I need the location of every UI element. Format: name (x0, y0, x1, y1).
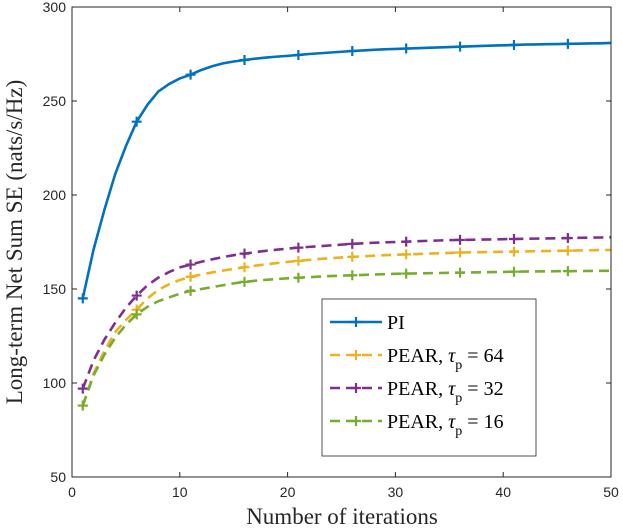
series-marker (239, 55, 250, 66)
legend-label-main: PI (387, 312, 405, 334)
series-marker (77, 383, 88, 394)
y-tick-label: 50 (50, 469, 66, 485)
series-line (81, 41, 612, 299)
x-tick-label: 30 (388, 484, 404, 500)
x-tick-label: 10 (172, 484, 188, 500)
axes-box (71, 6, 612, 478)
legend-item: PEAR, τp = 32 (330, 378, 504, 406)
legend-label-sub: p (455, 424, 462, 439)
series-marker (455, 247, 466, 258)
y-axis-title: Long-term Net Sum SE (nats/s/Hz) (2, 80, 27, 405)
series-marker (562, 266, 573, 277)
legend-label-value: = 16 (462, 411, 503, 433)
series-marker (347, 45, 358, 56)
series-3 (77, 266, 612, 411)
series-marker (508, 233, 519, 244)
series-marker (185, 285, 196, 296)
legend-marker (351, 383, 361, 393)
series-2 (77, 233, 612, 394)
series-marker (239, 248, 250, 259)
series-marker (77, 400, 88, 411)
series-line (81, 269, 612, 406)
x-tick-label: 0 (68, 484, 76, 500)
series-marker (185, 271, 196, 282)
series-marker (562, 245, 573, 256)
legend-item: PI (330, 312, 405, 334)
series-marker (293, 49, 304, 60)
series-layer (77, 38, 612, 411)
series-marker (347, 270, 358, 281)
ticks-layer: 0 10 20 30 40 50 50 100 150 200 250 300 (43, 0, 619, 500)
legend-label-main: PEAR, (387, 378, 448, 400)
y-tick-label: 100 (43, 375, 67, 391)
series-marker (239, 276, 250, 287)
series-marker (508, 246, 519, 257)
series-marker (508, 266, 519, 277)
series-marker (455, 234, 466, 245)
x-tick-label: 40 (495, 484, 511, 500)
legend-marker (351, 317, 361, 327)
series-marker (293, 255, 304, 266)
legend-label-value: = 64 (462, 345, 503, 367)
x-axis-title: Number of iterations (246, 504, 438, 529)
series-line (81, 236, 612, 390)
series-marker (131, 116, 142, 127)
legend-label: PEAR, τp = 16 (387, 411, 504, 439)
legend-item: PEAR, τp = 16 (330, 411, 504, 439)
series-marker (401, 249, 412, 260)
series-marker (131, 309, 142, 320)
series-0 (77, 38, 612, 304)
series-marker (508, 39, 519, 50)
series-marker (347, 251, 358, 262)
legend-label: PI (387, 312, 405, 334)
series-marker (347, 238, 358, 249)
y-tick-label: 300 (43, 0, 67, 15)
legend-label-main: PEAR, (387, 345, 448, 367)
legend-item: PEAR, τp = 64 (330, 345, 504, 373)
series-marker (77, 293, 88, 304)
legend-tau-symbol: τ (448, 345, 456, 367)
legend-label: PEAR, τp = 32 (387, 378, 504, 406)
series-marker (185, 69, 196, 80)
y-tick-label: 150 (43, 281, 67, 297)
legend-label: PEAR, τp = 64 (387, 345, 504, 373)
series-marker (401, 43, 412, 54)
legend-label-sub: p (455, 391, 462, 406)
series-marker (185, 259, 196, 270)
legend-box (321, 298, 537, 457)
x-tick-label: 20 (280, 484, 296, 500)
legend-marker (351, 416, 361, 426)
series-marker (293, 272, 304, 283)
y-tick-label: 250 (43, 93, 67, 109)
legend-tau-symbol: τ (448, 411, 456, 433)
series-marker (401, 268, 412, 279)
series-marker (293, 242, 304, 253)
legend-marker (351, 350, 361, 360)
series-marker (455, 267, 466, 278)
legend-label-value: = 32 (462, 378, 503, 400)
legend-label-main: PEAR, (387, 411, 448, 433)
series-marker (239, 262, 250, 273)
series-marker (131, 290, 142, 301)
series-marker (455, 41, 466, 52)
series-marker (562, 233, 573, 244)
legend-tau-symbol: τ (448, 378, 456, 400)
series-marker (562, 38, 573, 49)
x-tick-label: 50 (603, 484, 619, 500)
legend-label-sub: p (455, 358, 462, 373)
series-marker (401, 236, 412, 247)
y-tick-label: 200 (43, 187, 67, 203)
